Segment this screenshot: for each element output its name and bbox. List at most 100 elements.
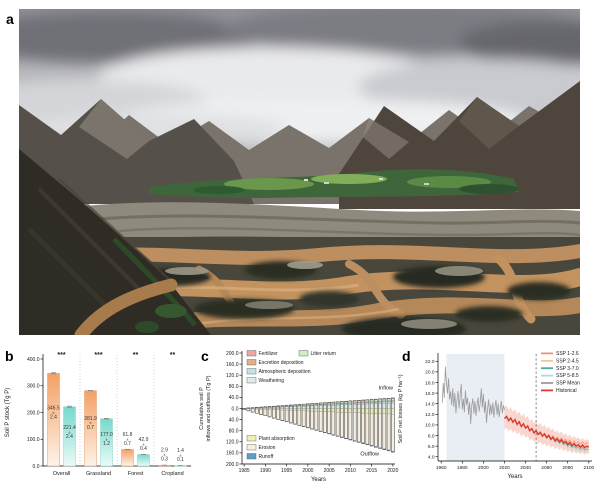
year-bar-outline [335,401,340,437]
clouds [0,4,600,145]
inflow-segment [365,402,370,405]
inflow-segment [272,407,276,409]
legend-label: Runoff [259,454,274,460]
outflow-segment [310,411,314,429]
y-tick-label: 400.0 [27,357,40,363]
significance-stars: ** [170,352,176,359]
inflow-segment [369,399,374,402]
x-tick-label: 2020 [499,465,510,471]
category-label: Grassland [86,471,111,477]
y-tick-label: 4.0 [428,455,435,461]
inflow-segment [378,400,382,403]
legend-label: Plant absorption [259,436,295,442]
y-tick-label: 120.0 [226,373,239,379]
panel-a-photo [0,4,600,342]
significance-stars: *** [94,352,102,359]
inflow-segment [386,398,391,401]
x-tick-label: 2060 [541,465,552,471]
year-bar-outline [301,403,306,427]
outflow-segment [318,408,323,412]
y-tick-label: 12.0 [425,412,435,418]
outflow-segment [318,411,323,432]
legend-swatch [246,359,257,366]
x-tick-label: 2010 [345,468,356,474]
outflow-segment [306,408,310,412]
y-tick-label: 100.0 [27,437,40,443]
inflow-segment [297,406,302,409]
y-tick-label: 22.0 [425,359,435,365]
green-valley [149,169,519,198]
outflow-segment [340,412,344,438]
y-axis-label: Soil P net losses (kg P ha⁻¹) [398,374,404,443]
inflow-segment [323,404,327,406]
mountains [19,81,580,209]
x-tick-label: 2040 [520,465,531,471]
year-bar-outline [263,406,268,416]
y-tick-label: 200.0 [226,351,239,357]
outflow-segment [335,408,340,413]
outflow-segment [280,408,285,411]
year-bar-outline [327,402,331,435]
x-tick-label: 2005 [324,468,335,474]
inflow-segment [267,407,272,409]
outflow-segment [272,408,276,410]
inflow-segment [374,402,378,404]
inflow-segment [361,403,365,409]
outflow-segment [250,408,255,413]
bar-pm-label: ± [163,452,166,457]
inflow-segment [327,404,331,406]
foreground-slope [19,149,211,342]
y-tick-label: 14.0 [425,401,435,407]
outflow-segment [301,410,306,427]
bar-pm-label: ± [52,410,55,415]
inflow-segment [386,401,391,404]
inflow-segment [391,402,395,409]
y-tick-label: 200.0 [226,462,239,468]
legend-label: Weathering [259,378,285,384]
inflow-segment [327,405,331,409]
bar-value-label: 61.8 [123,432,133,438]
inflow-segment [340,404,344,409]
legend-label: Erosion [259,445,276,451]
inflow-segment [391,400,395,402]
year-bar-outline [391,397,395,453]
inflow-segment [348,401,353,403]
y-tick-label: 6.0 [428,444,435,450]
outflow-segment [331,411,336,435]
outflow-segment [386,413,391,451]
category-label: Cropland [161,471,183,477]
inflow-segment [314,404,319,406]
panel-b-label: b [5,348,14,364]
outflow-segment [323,411,327,433]
inflow-segment [331,405,336,409]
inflow-segment [352,400,357,403]
inflow-segment [340,401,344,404]
bar-value-label: 177.0 [100,432,113,438]
inflow-segment [318,405,323,409]
year-bar-outline [255,407,259,414]
category-label: Overall [53,471,70,477]
y-tick-label: 200.0 [27,410,40,416]
inflow-segment [348,404,353,409]
inflow-segment [369,402,374,404]
outflow-segment [297,410,302,426]
x-tick-label: 2020 [387,468,398,474]
year-bar-outline [267,406,272,418]
outflow-label: Outflow [360,452,379,458]
outflow-segment [306,410,310,428]
year-bar-outline [382,398,387,450]
significance-stars: *** [57,352,65,359]
year-bar-outline [386,398,391,452]
year-bar-outline [276,405,280,420]
year-bar-outline [331,401,336,436]
y-tick-label: 80.0 [229,384,239,390]
bar-value-label: 346.5 [47,406,60,412]
inflow-segment [306,405,310,409]
outflow-segment [369,413,374,446]
inflow-segment [310,405,314,409]
inflow-segment [327,402,331,404]
year-bar-outline [306,403,310,429]
outflow-segment [263,409,268,416]
year-bar-outline [280,405,285,421]
